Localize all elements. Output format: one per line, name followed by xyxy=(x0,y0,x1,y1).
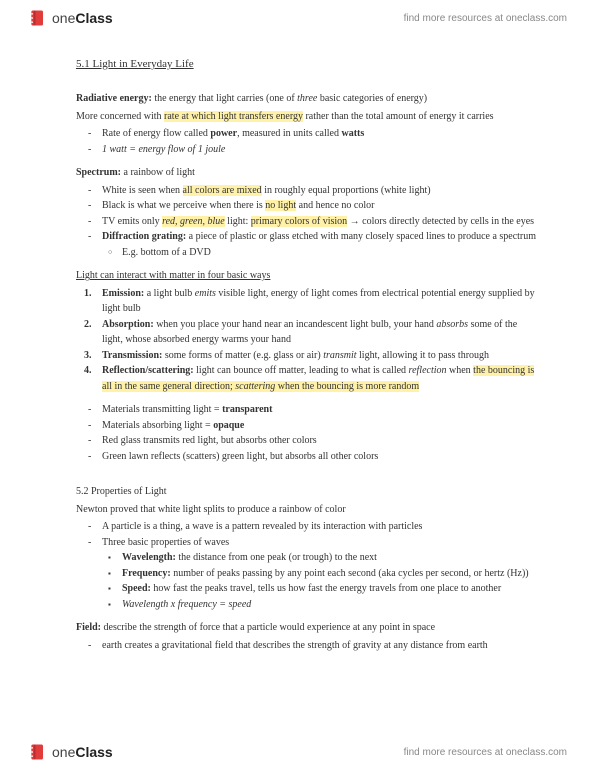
list-item: Black is what we perceive when there is … xyxy=(76,198,539,214)
list-item: Materials transmitting light = transpare… xyxy=(76,402,539,418)
notebook-icon xyxy=(28,742,48,762)
document-body: 5.1 Light in Everyday Life Radiative ene… xyxy=(76,56,539,726)
list-item: E.g. bottom of a DVD xyxy=(76,245,539,261)
list-item: 3.Transmission: some forms of matter (e.… xyxy=(76,348,539,364)
list-item: Three basic properties of waves xyxy=(76,535,539,551)
list-item: 4.Reflection/scattering: light can bounc… xyxy=(76,363,539,394)
para-rate-concern: More concerned with rate at which light … xyxy=(76,109,539,125)
footer: oneClass find more resources at oneclass… xyxy=(0,734,595,770)
tagline[interactable]: find more resources at oneclass.com xyxy=(404,13,567,24)
list-item: Red glass transmits red light, but absor… xyxy=(76,433,539,449)
list-item: Frequency: number of peaks passing by an… xyxy=(76,566,539,582)
list-item: 2.Absorption: when you place your hand n… xyxy=(76,317,539,348)
para-interact-ways: Light can interact with matter in four b… xyxy=(76,268,539,284)
list-item: Diffraction grating: a piece of plastic … xyxy=(76,229,539,245)
list-item: Green lawn reflects (scatters) green lig… xyxy=(76,449,539,465)
para-newton: Newton proved that white light splits to… xyxy=(76,502,539,518)
notebook-icon xyxy=(28,8,48,28)
header: oneClass find more resources at oneclass… xyxy=(0,0,595,36)
logo-text: oneClass xyxy=(52,10,113,26)
para-spectrum: Spectrum: a rainbow of light xyxy=(76,165,539,181)
para-field: Field: describe the strength of force th… xyxy=(76,620,539,636)
list-item: TV emits only red, green, blue light: pr… xyxy=(76,214,539,230)
logo-footer[interactable]: oneClass xyxy=(28,742,113,762)
list-item: A particle is a thing, a wave is a patte… xyxy=(76,519,539,535)
list-item: Wavelength: the distance from one peak (… xyxy=(76,550,539,566)
list-item: 1 watt = energy flow of 1 joule xyxy=(76,142,539,158)
tagline-footer[interactable]: find more resources at oneclass.com xyxy=(404,747,567,758)
list-item: 1.Emission: a light bulb emits visible l… xyxy=(76,286,539,317)
list-item: Wavelength x frequency = speed xyxy=(76,597,539,613)
section-title-5-2: 5.2 Properties of Light xyxy=(76,484,539,500)
list-item: Materials absorbing light = opaque xyxy=(76,418,539,434)
list-item: earth creates a gravitational field that… xyxy=(76,638,539,654)
section-title-5-1: 5.1 Light in Everyday Life xyxy=(76,56,539,73)
logo[interactable]: oneClass xyxy=(28,8,113,28)
list-item: White is seen when all colors are mixed … xyxy=(76,183,539,199)
list-item: Speed: how fast the peaks travel, tells … xyxy=(76,581,539,597)
para-radiative-energy: Radiative energy: the energy that light … xyxy=(76,91,539,107)
logo-text: oneClass xyxy=(52,744,113,760)
list-item: Rate of energy flow called power, measur… xyxy=(76,126,539,142)
